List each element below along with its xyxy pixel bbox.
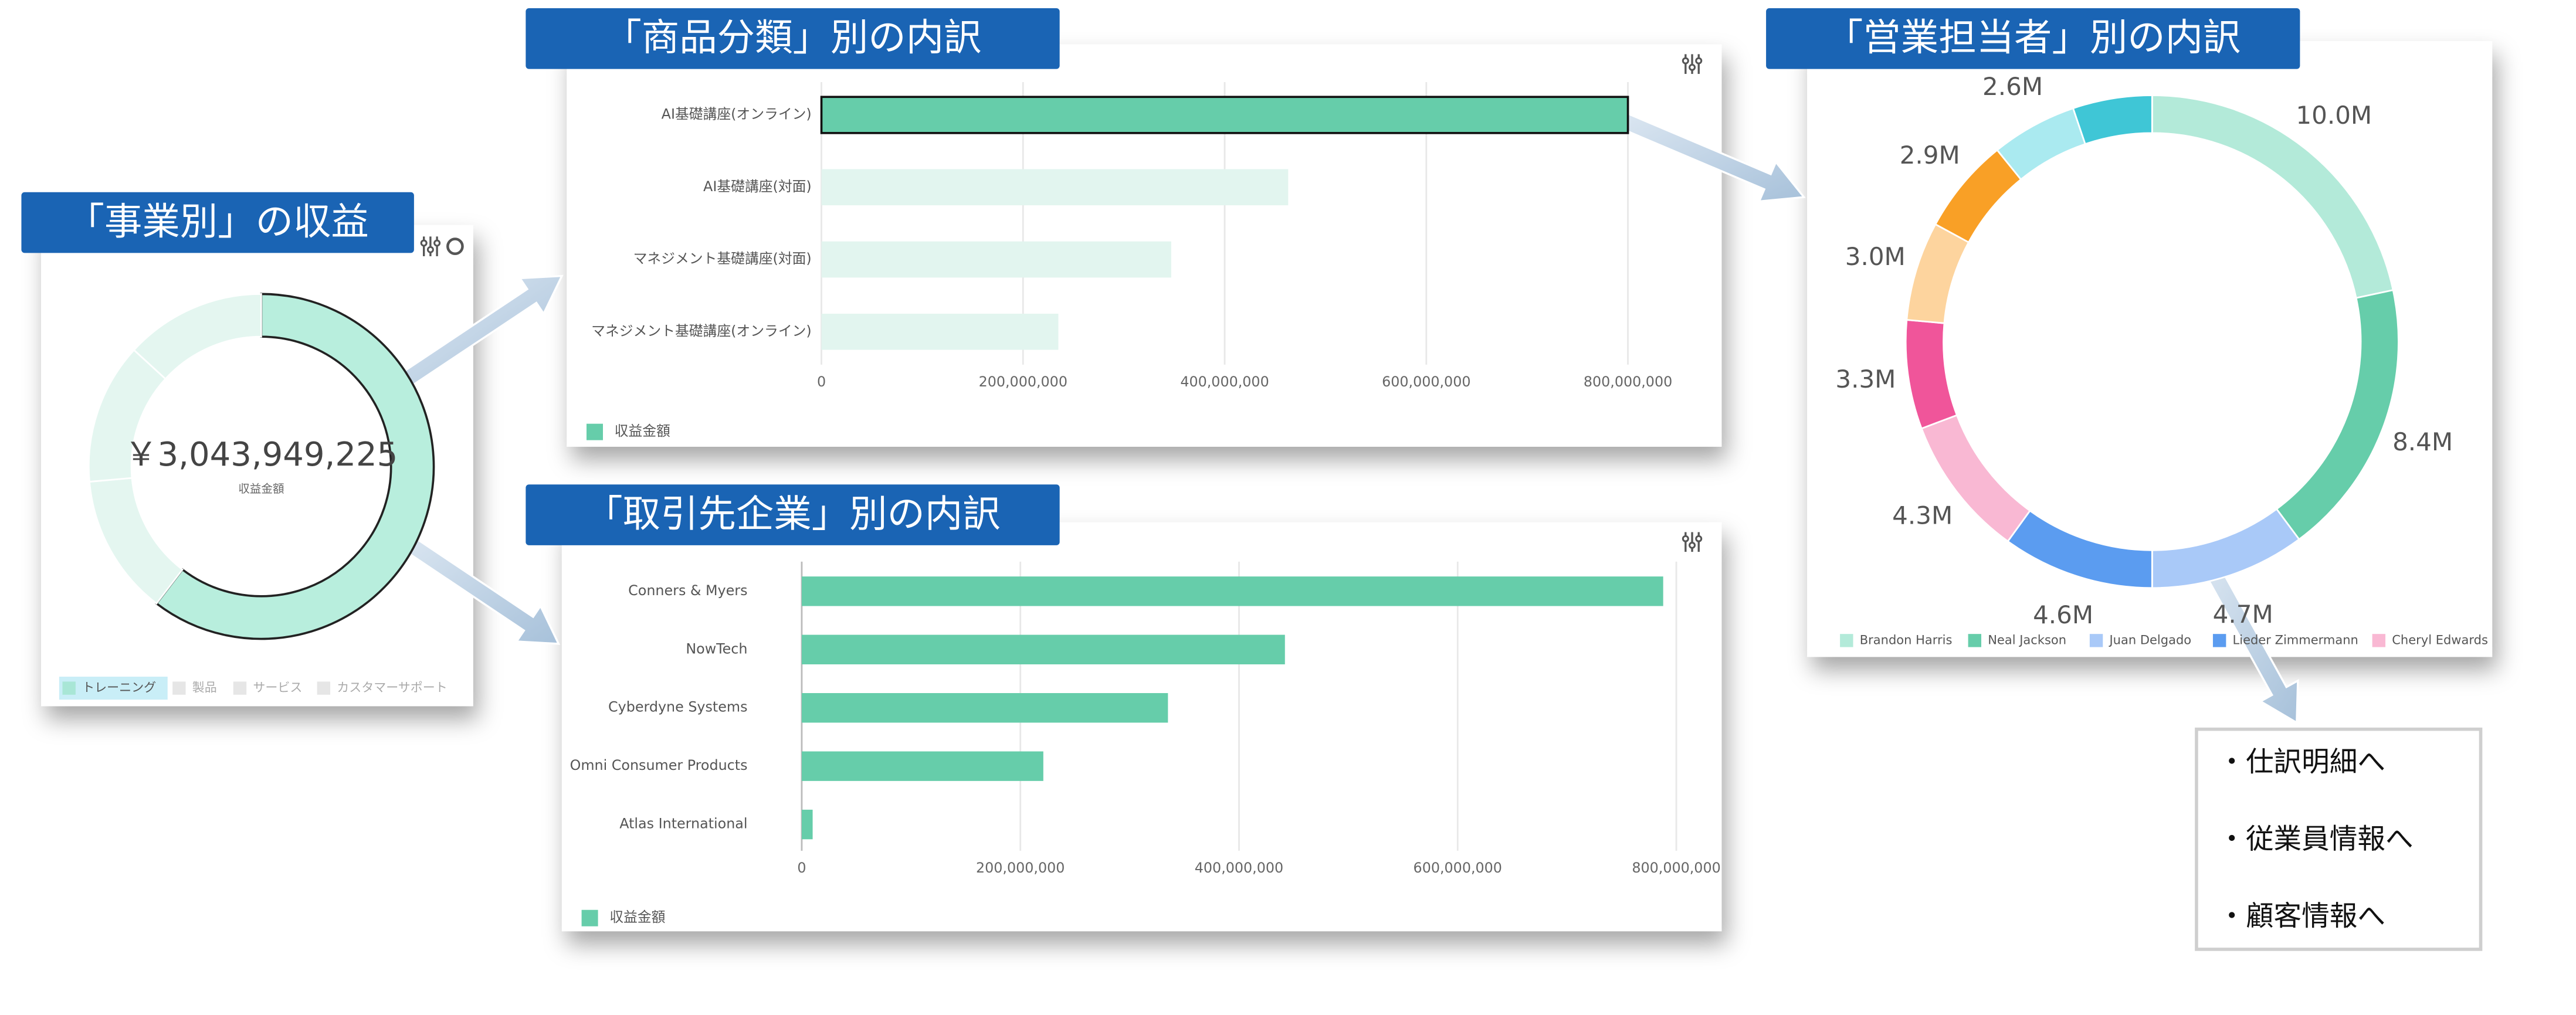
bar <box>801 634 1285 664</box>
bar <box>801 576 1663 606</box>
legend-swatch <box>581 909 598 926</box>
bar <box>821 169 1289 206</box>
legend-highlight <box>59 677 168 700</box>
x-tick-label: 400,000,000 <box>1180 374 1269 390</box>
legend-label: 製品 <box>192 681 217 695</box>
value-label: 4.6M <box>2033 600 2093 629</box>
bar <box>801 809 813 840</box>
legend-label: Cheryl Edwards <box>2392 633 2488 647</box>
y-tick-label: Conners & Myers <box>628 582 747 599</box>
bar <box>801 751 1043 781</box>
legend-label: Juan Delgado <box>2108 633 2191 647</box>
filter-icon <box>433 239 441 247</box>
callout-box <box>526 484 1060 545</box>
x-tick-label: 600,000,000 <box>1414 860 1502 876</box>
center-value: ￥3,043,949,225 <box>125 436 398 474</box>
filter-icon <box>426 246 434 253</box>
x-tick-label: 200,000,000 <box>979 374 1067 390</box>
legend-label: Neal Jackson <box>1988 633 2066 647</box>
filter-icon <box>1689 63 1696 71</box>
arrow <box>388 525 561 645</box>
bar <box>821 241 1171 278</box>
value-label: 4.7M <box>2213 600 2273 629</box>
bar <box>821 313 1059 350</box>
legend-swatch <box>1968 634 1982 647</box>
arrow <box>1605 106 1806 203</box>
legend-swatch <box>317 681 331 695</box>
x-tick-label: 600,000,000 <box>1382 374 1470 390</box>
donut-slice <box>133 293 262 381</box>
chart-title: 「商品分類」別の内訳 <box>604 16 981 60</box>
value-label: 8.4M <box>2392 427 2453 456</box>
legend-swatch <box>2372 634 2386 647</box>
legend-swatch <box>586 423 603 440</box>
chart-title: 「取引先企業」別の内訳 <box>585 492 1000 536</box>
legend-swatch <box>172 681 186 695</box>
legend-label: トレーニング <box>82 681 156 695</box>
legend-swatch <box>62 681 76 695</box>
legend-label: カスタマーサポート <box>337 681 448 695</box>
menu-item[interactable]: ・顧客情報へ <box>2218 901 2385 933</box>
chart-title: 「事業別」の収益 <box>67 200 369 244</box>
y-tick-label: マネジメント基礎講座(対面) <box>633 250 812 267</box>
filter-icon <box>1695 57 1703 65</box>
value-label: 3.0M <box>1845 242 1906 271</box>
legend-label: 収益金額 <box>609 909 665 925</box>
x-tick-label: 0 <box>797 860 806 876</box>
legend-label: Brandon Harris <box>1860 633 1953 647</box>
settings-icon <box>446 237 464 255</box>
y-tick-label: AI基礎講座(対面) <box>703 178 812 195</box>
x-tick-label: 200,000,000 <box>976 860 1065 876</box>
menu-item[interactable]: ・従業員情報へ <box>2218 823 2413 856</box>
x-tick-label: 800,000,000 <box>1632 860 1720 876</box>
filter-icon <box>1695 535 1703 542</box>
donut-slice <box>155 293 435 640</box>
filter-icon <box>420 239 428 247</box>
callout-box <box>21 192 414 253</box>
menu-box <box>2195 727 2483 951</box>
bar <box>820 96 1629 134</box>
value-label: 10.0M <box>2296 101 2372 130</box>
y-tick-label: Omni Consumer Products <box>570 757 748 773</box>
value-label: 2.6M <box>1982 72 2043 101</box>
filter-icon <box>1682 57 1689 65</box>
value-label: 3.3M <box>1835 365 1896 393</box>
x-tick-label: 400,000,000 <box>1195 860 1283 876</box>
legend-label: Lieder Zimmermann <box>2233 633 2358 647</box>
legend-swatch <box>1840 634 1853 647</box>
legend-swatch <box>2089 634 2103 647</box>
x-tick-label: 0 <box>817 374 826 390</box>
value-label: 4.3M <box>1892 501 1953 530</box>
x-tick-label: 800,000,000 <box>1584 374 1672 390</box>
menu-item[interactable]: ・仕訳明細へ <box>2218 746 2385 778</box>
chart-title: 「営業担当者」別の内訳 <box>1825 16 2241 60</box>
y-tick-label: AI基礎講座(オンライン) <box>662 106 812 123</box>
legend-swatch <box>2212 634 2226 647</box>
callout-box <box>1766 8 2300 69</box>
donut-slice <box>2072 94 2153 145</box>
callout-box <box>526 8 1060 69</box>
legend-label: 収益金額 <box>615 423 670 439</box>
filter-icon <box>1682 535 1689 542</box>
arrow <box>388 274 564 396</box>
y-tick-label: NowTech <box>686 640 747 657</box>
y-tick-label: Atlas International <box>619 816 747 832</box>
legend-swatch <box>233 681 247 695</box>
value-label: 2.9M <box>1900 141 1960 169</box>
y-tick-label: マネジメント基礎講座(オンライン) <box>591 323 812 339</box>
legend-label: サービス <box>253 681 302 695</box>
filter-icon <box>1689 541 1696 549</box>
center-label: 収益金額 <box>238 482 284 495</box>
y-tick-label: Cyberdyne Systems <box>608 699 747 715</box>
bar <box>801 693 1168 723</box>
